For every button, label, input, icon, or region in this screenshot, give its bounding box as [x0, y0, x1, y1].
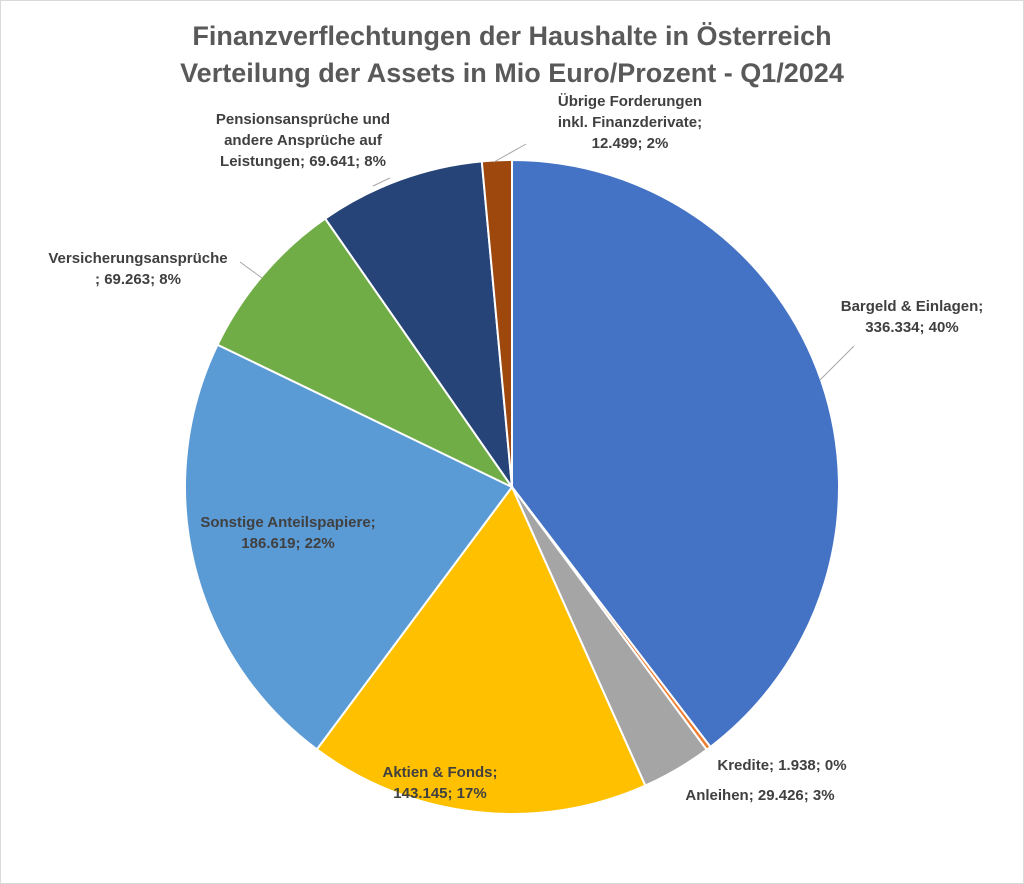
pie-slice-4	[315, 485, 647, 815]
slice-label-6: Versicherungsansprüche ; 69.263; 8%	[48, 250, 227, 288]
slice-label-3: Anleihen; 29.426; 3%	[685, 787, 834, 804]
slice-label-8: Übrige Forderungen inkl. Finanzderivate; 1…	[558, 93, 702, 152]
slice-label-line: inkl. Finanzderivate;	[558, 114, 702, 131]
slice-label-5: Sonstige Anteilspapiere; 186.619; 22%	[200, 514, 375, 552]
slice-label-line: 336.334; 40%	[865, 319, 958, 336]
slice-label-line: Bargeld & Einlagen;	[841, 298, 984, 315]
slice-label-line: Übrige Forderungen	[558, 93, 702, 110]
slice-label-line: Kredite; 1.938; 0%	[717, 757, 846, 774]
slice-label-line: Anleihen; 29.426; 3%	[685, 787, 834, 804]
leader-line-8	[493, 143, 527, 163]
slice-label-line: Versicherungsansprüche	[48, 250, 227, 267]
slice-label-line: 143.145; 17%	[393, 785, 486, 802]
chart-subtitle: Verteilung der Assets in Mio Euro/Prozen…	[180, 58, 844, 88]
pie-slice-7	[323, 160, 514, 491]
slice-label-line: Sonstige Anteilspapiere;	[200, 514, 375, 531]
slice-label-line: Leistungen; 69.641; 8%	[220, 153, 386, 170]
chart-title-line1: Finanzverflechtungen der Haushalte in Ös…	[192, 21, 832, 51]
slice-label-line: andere Ansprüche auf	[224, 132, 383, 149]
slice-label-line: ; 69.263; 8%	[95, 271, 181, 288]
slice-label-line: 186.619; 22%	[241, 535, 334, 552]
pie-slice-6	[216, 217, 516, 490]
slice-label-line: Aktien & Fonds;	[383, 764, 498, 781]
slice-label-line: 12.499; 2%	[592, 135, 669, 152]
leader-line-1	[819, 345, 855, 381]
pie-slice-1	[511, 158, 840, 749]
pie-slice-5	[184, 343, 514, 751]
slice-label-line: Pensionsansprüche und	[216, 111, 390, 128]
leader-line-7	[372, 177, 391, 187]
leader-line-6	[239, 261, 263, 279]
slice-label-2: Kredite; 1.938; 0%	[717, 757, 846, 774]
slice-label-1: Bargeld & Einlagen; 336.334; 40%	[841, 298, 984, 336]
slice-label-7: Pensionsansprüche und andere Ansprüche au…	[216, 111, 390, 170]
slice-label-4: Aktien & Fonds; 143.145; 17%	[383, 764, 498, 802]
chart-title: Finanzverflechtungen der Haushalte in Ös…	[0, 18, 1024, 92]
